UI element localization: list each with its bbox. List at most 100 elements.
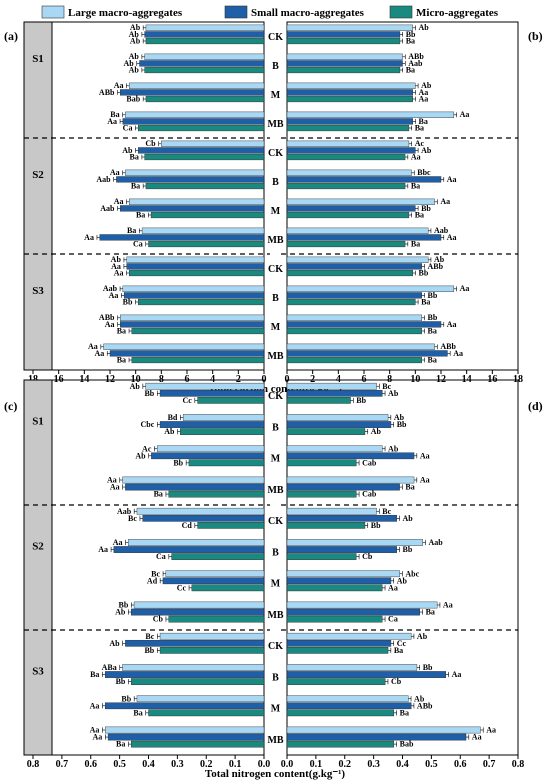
treatment-label-b: B	[272, 293, 279, 304]
significance-label-small: Aa	[84, 233, 94, 242]
significance-label-small: Aa	[452, 670, 462, 679]
significance-label-large: Aa	[460, 110, 470, 119]
treatment-label-mb: MB	[267, 485, 283, 496]
bar-micro	[130, 740, 265, 748]
bar-micro	[171, 553, 265, 560]
bar-micro	[286, 678, 386, 685]
bar-micro	[286, 740, 395, 748]
treatment-label-ck: CK	[268, 641, 283, 652]
bar-large	[128, 539, 265, 546]
bar-small	[151, 452, 265, 460]
bar-small	[104, 702, 265, 710]
significance-label-small: Bb	[428, 291, 438, 300]
nitrogen-axis-title: Total nitrogen content(g.kg⁻¹)	[205, 768, 346, 780]
significance-label-small: Ab	[122, 146, 133, 155]
bar-large	[286, 632, 412, 640]
significance-label-small: Ad	[147, 576, 158, 585]
bar-small	[138, 147, 265, 154]
bar-micro	[130, 678, 265, 685]
significance-label-large: Bb	[428, 313, 438, 322]
significance-label-small: ABb	[428, 262, 444, 271]
panel-letter-d: (d)	[528, 399, 543, 413]
legend-swatch-small	[224, 5, 248, 19]
significance-label-micro: Cc	[182, 396, 192, 405]
significance-label-micro: Aa	[411, 152, 421, 161]
significance-label-large: Bc	[382, 507, 391, 516]
bar-micro	[286, 356, 422, 364]
significance-label-small: Ab	[397, 576, 408, 585]
x-tick-label: 0.0	[258, 759, 271, 770]
significance-label-large: Cb	[145, 139, 156, 148]
bar-micro	[286, 211, 410, 219]
significance-label-large: ABa	[102, 663, 117, 672]
significance-label-small: Aa	[110, 483, 120, 492]
treatment-label-ck: CK	[268, 32, 283, 43]
bar-micro	[286, 327, 422, 335]
legend-label-small: Small macro-aggregates	[251, 7, 365, 19]
significance-label-large: Aa	[107, 476, 117, 485]
significance-label-large: Aa	[460, 284, 470, 293]
legend-swatch-micro	[389, 5, 413, 19]
bar-micro	[286, 240, 406, 248]
bar-large	[125, 111, 265, 118]
significance-label-large: Aa	[440, 197, 450, 206]
bar-large	[286, 570, 400, 578]
significance-label-small: Aa	[94, 349, 104, 358]
significance-label-small: Bb	[421, 204, 431, 213]
significance-label-small: Ab	[388, 389, 399, 398]
bar-large	[286, 314, 422, 321]
significance-label-small: Ab	[421, 146, 432, 155]
bar-micro	[286, 522, 366, 529]
significance-label-small: Bb	[397, 420, 407, 429]
bar-large	[165, 570, 265, 578]
bar-micro	[131, 327, 265, 335]
bar-small	[286, 389, 383, 397]
significance-label-micro: Ca	[156, 552, 166, 561]
bar-micro	[286, 37, 401, 45]
bar-small	[286, 147, 416, 154]
bar-small	[142, 514, 265, 522]
significance-label-micro: Ba	[131, 181, 140, 190]
significance-label-large: Abc	[405, 569, 419, 578]
significance-label-small: Ba	[90, 670, 99, 679]
bar-large	[286, 198, 435, 205]
significance-label-large: Bc	[145, 632, 154, 641]
bar-large	[159, 632, 265, 640]
bar-small	[286, 546, 397, 553]
treatment-label-m: M	[271, 90, 281, 101]
panel-letter-b: (b)	[528, 29, 543, 43]
plot-area: S1S2S3181614121086420024681012141618CKAb…	[23, 21, 524, 770]
significance-label-large: ABb	[408, 52, 424, 61]
x-tick-label: 0.6	[85, 759, 98, 770]
significance-label-micro: Cab	[362, 490, 377, 499]
significance-label-large: Bbc	[417, 168, 431, 177]
significance-label-micro: Ba	[154, 490, 163, 499]
significance-label-micro: Ca	[133, 239, 143, 248]
significance-label-micro: Ba	[428, 326, 437, 335]
significance-label-large: Aa	[114, 197, 124, 206]
significance-label-micro: Cb	[362, 552, 373, 561]
significance-label-large: Ab	[434, 255, 445, 264]
significance-label-small: Ab	[115, 608, 126, 617]
bar-large	[145, 24, 265, 31]
treatment-label-m: M	[271, 322, 281, 333]
bar-large	[286, 695, 409, 703]
bar-large	[286, 53, 403, 60]
bar-large	[156, 445, 265, 453]
significance-label-small: Bb	[144, 389, 154, 398]
significance-label-micro: Ba	[406, 36, 415, 45]
bar-micro	[286, 553, 357, 560]
treatment-label-mb: MB	[267, 235, 283, 246]
significance-label-small: Aa	[447, 320, 457, 329]
bar-small	[286, 60, 403, 67]
bar-micro	[286, 298, 416, 306]
significance-label-large: Ac	[415, 139, 425, 148]
bar-micro	[286, 153, 406, 161]
significance-label-large: ABb	[440, 342, 456, 351]
treatment-label-mb: MB	[267, 119, 283, 130]
treatment-label-mb: MB	[267, 610, 283, 621]
significance-label-small: Ab	[124, 59, 135, 68]
significance-label-small: ABb	[99, 88, 115, 97]
significance-label-small: Bc	[128, 514, 137, 523]
significance-label-micro: Cab	[362, 458, 377, 467]
